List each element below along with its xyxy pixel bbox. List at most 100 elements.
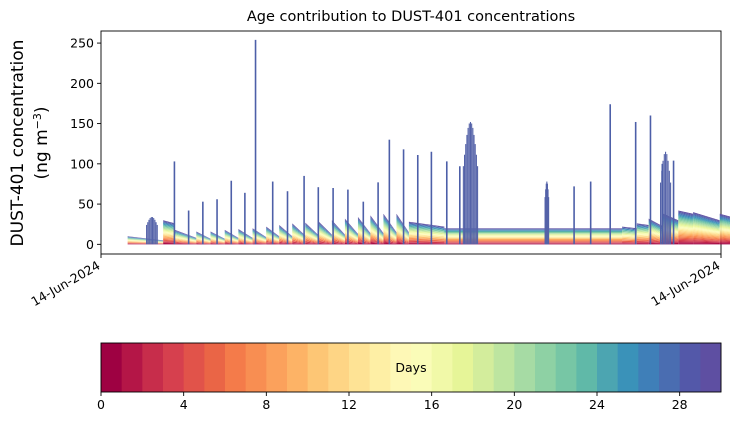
age-band <box>357 234 371 241</box>
age-band <box>622 239 637 241</box>
age-band <box>163 229 176 233</box>
age-band <box>331 233 345 241</box>
age-band <box>444 241 623 242</box>
age-band <box>163 242 176 244</box>
age-band <box>693 233 720 238</box>
age-band <box>370 237 384 243</box>
age-band <box>648 229 664 235</box>
age-band <box>305 229 319 239</box>
age-band <box>318 242 332 244</box>
age-band <box>127 237 164 241</box>
age-band <box>396 222 409 237</box>
age-band <box>305 228 319 239</box>
age-band <box>648 240 664 242</box>
age-band <box>622 226 637 229</box>
plot-area <box>100 30 722 255</box>
age-band <box>719 222 730 226</box>
age-band <box>357 229 371 239</box>
age-band <box>622 241 637 243</box>
age-band <box>678 230 694 234</box>
age-band <box>444 230 623 231</box>
age-band <box>719 232 730 235</box>
colorbar-cell <box>700 343 722 392</box>
age-band <box>127 240 164 243</box>
stack-segment <box>396 213 409 245</box>
age-band <box>331 238 345 243</box>
age-band <box>279 230 293 239</box>
age-band <box>163 222 176 227</box>
age-band <box>444 240 623 241</box>
age-band <box>292 230 306 239</box>
age-band <box>331 230 345 240</box>
stack-segment <box>292 223 306 245</box>
age-band <box>175 230 197 239</box>
y-tick-label: 150 <box>70 116 94 131</box>
age-band <box>292 236 306 242</box>
age-band <box>318 222 332 236</box>
age-band <box>175 229 197 239</box>
age-band <box>357 224 371 237</box>
age-band <box>693 226 720 232</box>
age-band <box>648 238 664 241</box>
age-band <box>678 242 694 244</box>
age-band <box>279 225 293 237</box>
age-band <box>127 237 164 242</box>
age-band <box>331 236 345 242</box>
age-band <box>622 242 637 244</box>
age-band <box>444 231 623 232</box>
age-band <box>636 233 649 236</box>
age-band <box>719 225 730 229</box>
age-band <box>396 227 409 238</box>
age-band <box>318 235 332 241</box>
age-band <box>357 237 371 242</box>
age-band <box>163 238 176 241</box>
colorbar-cell <box>597 343 619 392</box>
age-band <box>357 228 371 239</box>
age-band <box>279 236 293 242</box>
age-band <box>279 235 293 241</box>
age-band <box>622 231 637 234</box>
age-band <box>127 237 164 241</box>
age-band <box>163 229 176 232</box>
age-band <box>357 222 371 236</box>
age-band <box>279 230 293 239</box>
age-band <box>357 240 371 244</box>
age-band <box>370 228 384 239</box>
age-band <box>318 238 332 243</box>
age-band <box>636 228 649 231</box>
age-band <box>127 239 164 243</box>
age-band <box>622 238 637 240</box>
age-band <box>305 231 319 240</box>
age-band <box>648 233 664 238</box>
y-tick-label: 250 <box>70 36 94 51</box>
age-band <box>622 232 637 235</box>
age-band <box>292 240 306 244</box>
age-band <box>279 240 293 243</box>
colorbar-cell <box>245 343 267 392</box>
colorbar-tick-label: 0 <box>97 397 105 412</box>
colorbar-cells <box>101 343 722 392</box>
age-band <box>370 231 384 240</box>
age-band <box>622 243 637 244</box>
age-band <box>396 220 409 236</box>
age-band <box>648 232 664 237</box>
colorbar-cell <box>225 343 247 392</box>
stack-segment <box>693 212 720 245</box>
age-band <box>292 232 306 240</box>
age-band <box>396 242 409 244</box>
stack-segment <box>318 221 332 245</box>
age-band <box>444 233 623 235</box>
age-band <box>127 236 164 241</box>
age-band <box>370 238 384 243</box>
age-band <box>719 242 730 244</box>
age-band <box>318 221 332 236</box>
age-band <box>279 232 293 240</box>
age-band <box>305 233 319 241</box>
age-band <box>163 223 176 227</box>
age-band <box>318 242 332 245</box>
age-band <box>292 223 306 236</box>
age-band <box>318 224 332 237</box>
age-band <box>357 227 371 238</box>
age-band <box>648 226 664 233</box>
